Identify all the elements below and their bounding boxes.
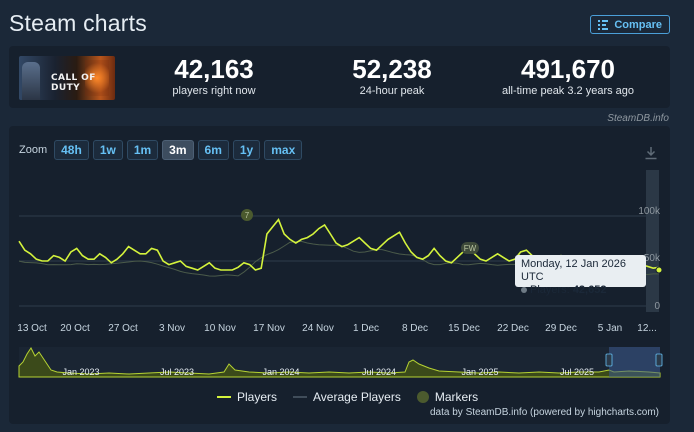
source-tag[interactable]: SteamDB.info — [607, 113, 669, 124]
navigator-selection[interactable] — [609, 347, 660, 377]
average-line-icon — [293, 396, 308, 398]
compare-label: Compare — [614, 18, 662, 31]
zoom-controls: Zoom 48h 1w 1m 3m 6m 1y max — [19, 140, 303, 160]
stat-alltime-peak: 491,670 all-time peak 3.2 years ago — [483, 55, 653, 97]
marker-7[interactable]: 7 — [241, 209, 253, 221]
x-label: 8 Dec — [402, 323, 428, 334]
legend-markers-label: Markers — [434, 390, 479, 404]
soldier-figure — [22, 62, 40, 100]
game-logo-text: CALL OF DUTY — [51, 73, 96, 93]
y-tick-0: 0 — [654, 301, 660, 312]
marker-dot-icon — [416, 391, 429, 403]
fire-glow — [85, 60, 109, 96]
stat-24h-peak: 52,238 24-hour peak — [307, 55, 477, 97]
navigator-handle-right[interactable] — [655, 353, 663, 367]
marker-fw-label: FW — [464, 244, 477, 253]
stat-current-value: 42,163 — [174, 54, 254, 84]
nav-label: Jul 2025 — [560, 367, 594, 377]
tooltip-value-row: Players: 42,652 — [521, 284, 640, 297]
zoom-1m-button[interactable]: 1m — [126, 140, 159, 160]
marker-7-label: 7 — [245, 211, 250, 220]
x-label: 17 Nov — [253, 323, 285, 334]
players-line-icon — [217, 396, 231, 398]
stat-current-label: players right now — [172, 85, 256, 97]
hover-point — [655, 266, 663, 274]
nav-label: Jan 2023 — [62, 367, 99, 377]
tooltip-series-label: Players: — [530, 284, 570, 296]
x-label: 3 Nov — [159, 323, 185, 334]
zoom-1w-button[interactable]: 1w — [92, 140, 123, 160]
y-tick-100k: 100k — [638, 206, 661, 217]
navigator-background — [19, 347, 660, 377]
navigator-handle-left[interactable] — [605, 353, 613, 367]
x-label: 1 Dec — [353, 323, 379, 334]
download-icon[interactable] — [644, 146, 658, 160]
compare-icon — [598, 19, 609, 30]
y-tick-50k: 50k — [644, 253, 661, 264]
legend-players-label: Players — [237, 390, 278, 404]
stat-alltime-value: 491,670 — [521, 54, 615, 84]
zoom-3m-button[interactable]: 3m — [162, 140, 194, 160]
zoom-label: Zoom — [19, 144, 48, 156]
chart-tooltip: Monday, 12 Jan 2026 UTC Players: 42,652 — [515, 255, 646, 296]
chart-hover-band — [646, 170, 659, 312]
marker-fw[interactable]: FW — [461, 242, 479, 254]
x-label: 29 Dec — [545, 323, 577, 334]
stats-panel: CALL OF DUTY 42,163 players right now 52… — [9, 46, 670, 108]
zoom-48h-button[interactable]: 48h — [54, 140, 89, 160]
x-label: 27 Oct — [108, 323, 138, 334]
chart-legend: Players Average Players Markers — [217, 390, 478, 404]
stat-current-players: 42,163 players right now — [129, 55, 299, 97]
x-label: 10 Nov — [204, 323, 236, 334]
nav-label: Jul 2023 — [160, 367, 194, 377]
game-thumbnail[interactable]: CALL OF DUTY — [19, 56, 115, 100]
legend-players[interactable]: Players — [217, 390, 277, 404]
page-title: Steam charts — [9, 10, 147, 36]
compare-button[interactable]: Compare — [590, 15, 670, 34]
nav-label: Jul 2024 — [362, 367, 396, 377]
chart-panel: Zoom 48h 1w 1m 3m 6m 1y max 100k 50k 0 7… — [9, 126, 670, 424]
zoom-1y-button[interactable]: 1y — [232, 140, 261, 160]
legend-average[interactable]: Average Players — [293, 390, 401, 404]
stat-24h-value: 52,238 — [352, 54, 432, 84]
tooltip-date: Monday, 12 Jan 2026 UTC — [521, 258, 626, 283]
y-axis-ticks: 100k 50k 0 — [638, 206, 661, 312]
chart-credit[interactable]: data by SteamDB.info (powered by highcha… — [430, 407, 659, 418]
x-label: 22 Dec — [497, 323, 529, 334]
x-label: 24 Nov — [302, 323, 334, 334]
tooltip-value: 42,652 — [572, 284, 607, 296]
navigator[interactable]: Jan 2023 Jul 2023 Jan 2024 Jul 2024 Jan … — [18, 347, 663, 378]
nav-label: Jan 2025 — [461, 367, 498, 377]
legend-markers[interactable]: Markers — [416, 390, 479, 404]
nav-label: Jan 2024 — [262, 367, 299, 377]
x-label: 15 Dec — [448, 323, 480, 334]
x-label: 5 Jan — [598, 323, 622, 334]
zoom-6m-button[interactable]: 6m — [197, 140, 229, 160]
stat-alltime-label: all-time peak 3.2 years ago — [501, 85, 635, 97]
navigator-area — [18, 347, 661, 378]
x-axis-labels: 13 Oct 20 Oct 27 Oct 3 Nov 10 Nov 17 Nov… — [17, 323, 656, 334]
x-label: 13 Oct — [17, 323, 47, 334]
zoom-max-button[interactable]: max — [264, 140, 303, 160]
stat-24h-label: 24-hour peak — [359, 85, 425, 97]
x-label: 12... — [637, 323, 656, 334]
x-label: 20 Oct — [60, 323, 90, 334]
legend-average-label: Average Players — [313, 390, 401, 404]
tooltip-series-dot — [521, 287, 527, 294]
